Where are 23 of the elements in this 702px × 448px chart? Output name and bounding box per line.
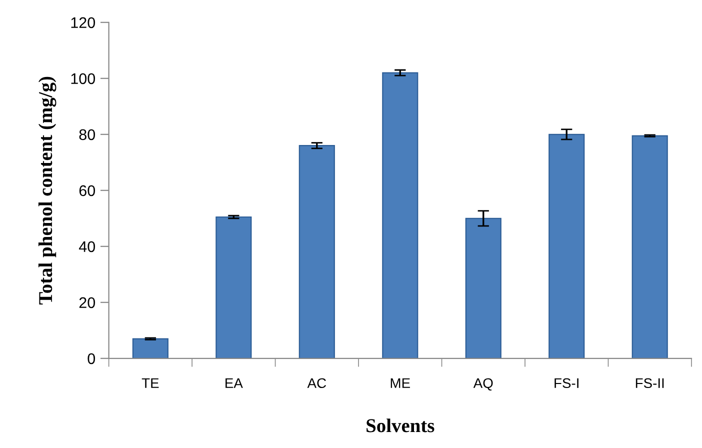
x-tick-label: TE — [142, 378, 159, 388]
bar — [632, 135, 668, 358]
y-tick-label: 80 — [79, 129, 96, 140]
x-tick-label: ME — [390, 378, 410, 388]
bar — [465, 218, 502, 358]
bar — [548, 134, 585, 358]
x-axis-title: Solvents — [366, 418, 434, 432]
x-tick-label: EA — [226, 378, 243, 388]
bar — [298, 145, 335, 358]
bar — [132, 338, 168, 358]
x-tick-label: FS-I — [554, 378, 578, 388]
bar — [382, 72, 418, 358]
y-tick-label: 100 — [71, 73, 96, 84]
y-tick-label: 0 — [88, 353, 96, 364]
y-tick-label: 20 — [79, 297, 96, 308]
y-tick-label: 40 — [78, 241, 96, 252]
y-tick-label: 60 — [79, 185, 96, 196]
x-tick-label: AQ — [473, 378, 493, 391]
y-tick-label: 120 — [71, 17, 96, 28]
y-axis-title: Total phenol content (mg/g) — [38, 76, 56, 305]
x-tick-label: FS-II — [636, 378, 664, 388]
x-tick-label: AC — [307, 378, 326, 388]
bar — [216, 216, 252, 358]
